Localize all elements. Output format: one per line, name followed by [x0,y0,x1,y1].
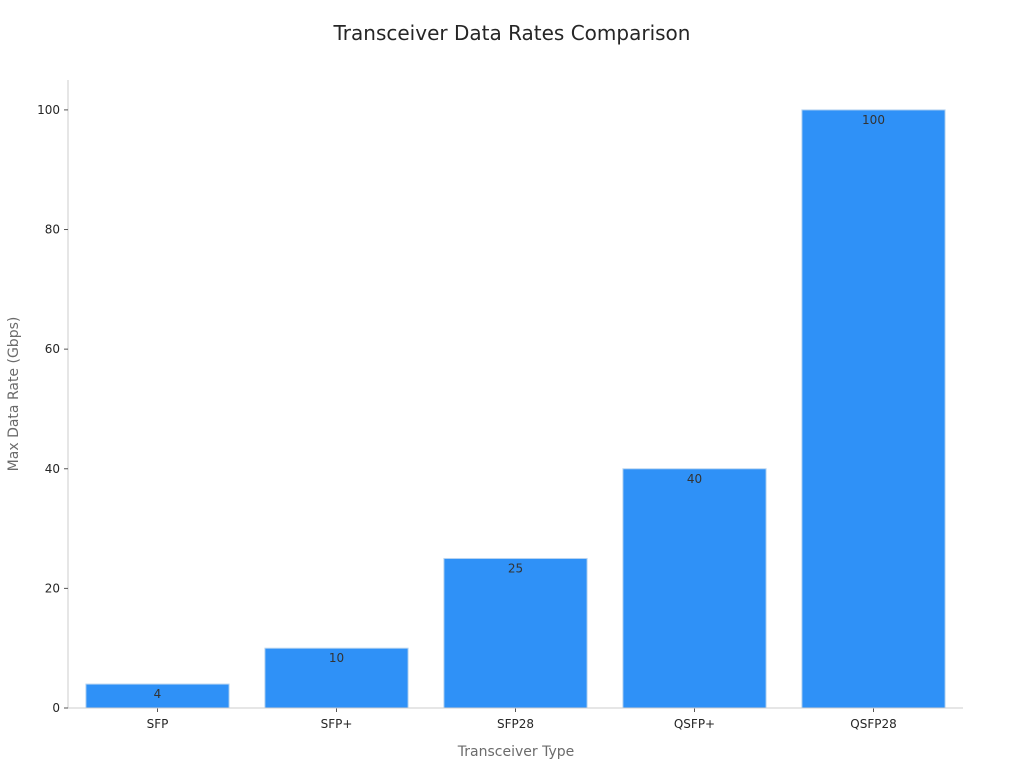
x-tick-label: SFP28 [497,717,534,731]
x-tick-label: SFP+ [321,717,353,731]
axes-group: SFP SFP+ SFP28 QSFP+ QSFP28 0 20 40 60 80 100 [37,80,963,731]
bars-group: 4 10 25 40 100 [85,109,946,709]
y-tick-label: 80 [45,223,60,237]
data-label: 100 [862,113,885,127]
bar-sfp28 [443,557,588,709]
y-tick-label: 40 [45,462,60,476]
y-tick-label: 60 [45,342,60,356]
data-label: 4 [154,687,162,701]
x-tick-label: QSFP+ [674,717,715,731]
bar-qsfp28 [801,109,946,709]
data-label: 25 [508,561,523,575]
data-label: 10 [329,651,344,665]
x-axis-label: Transceiver Type [457,744,574,760]
bar-qsfp-plus [622,468,767,709]
y-tick-label: 20 [45,581,60,595]
y-tick-label: 100 [37,103,60,117]
bar-sfp-plus [264,647,409,709]
x-tick-label: SFP [147,717,169,731]
x-tick-label: QSFP28 [850,717,896,731]
y-tick-label: 0 [52,701,60,715]
chart-title: Transceiver Data Rates Comparison [333,21,691,45]
y-axis-label: Max Data Rate (Gbps) [6,317,22,472]
data-label: 40 [687,472,702,486]
